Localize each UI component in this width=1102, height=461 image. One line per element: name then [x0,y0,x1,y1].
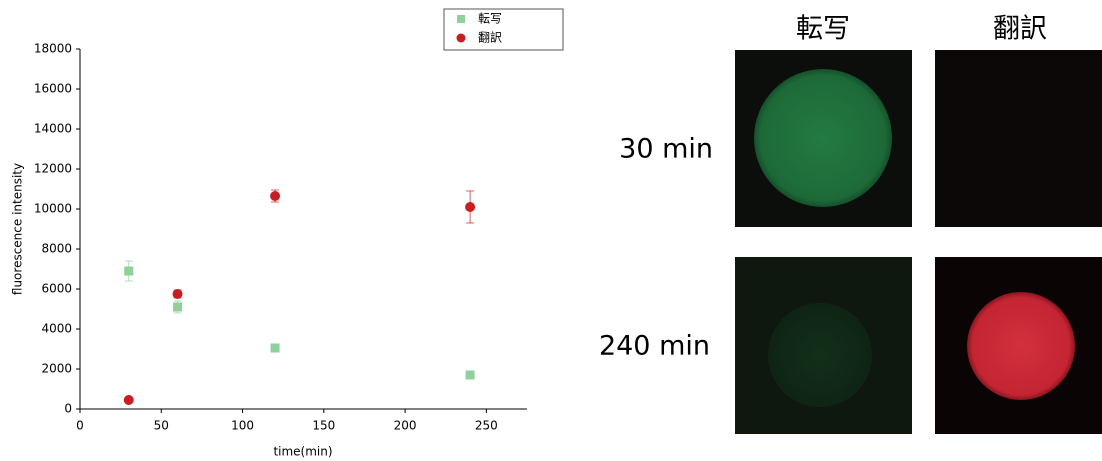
y-tick-label: 4000 [41,322,72,336]
point [270,343,280,353]
legend-marker [456,33,466,43]
x-tick-label: 100 [231,419,254,433]
x-axis-label: time(min) [273,445,332,459]
micrograph [935,50,1102,227]
y-tick-label: 18000 [34,42,72,56]
chart: time(min) fluorescence intensity 0200040… [11,8,564,459]
x-tick-label: 250 [475,419,498,433]
x-tick-label: 50 [154,419,169,433]
legend-label: 翻訳 [478,30,502,45]
point [124,266,134,276]
y-tick-label: 2000 [41,362,72,376]
point [465,370,475,380]
y-tick-label: 8000 [41,242,72,256]
legend-marker [457,15,465,23]
column-label: 転写 [796,14,850,45]
y-tick-label: 16000 [34,82,72,96]
x-tick-label: 150 [312,419,335,433]
point [172,289,183,299]
point [173,302,183,312]
legend-label: 転写 [478,12,502,26]
column-label: 翻訳 [993,14,1047,45]
row-label: 30 min [619,134,713,165]
point [123,395,134,405]
droplet [967,292,1075,400]
y-tick-label: 6000 [41,282,72,296]
point [465,202,476,212]
point [270,191,281,201]
y-tick-label: 12000 [34,162,72,176]
y-tick-label: 10000 [34,202,72,216]
droplet [768,303,872,407]
row-label: 240 min [599,331,710,362]
micrographs: 転写 翻訳 30 min 240 min [599,14,1102,434]
y-axis-label: fluorescence intensity [11,163,25,295]
y-tick-label: 14000 [34,122,72,136]
x-tick-label: 200 [394,419,417,433]
y-tick-label: 0 [64,402,72,416]
x-tick-label: 0 [76,419,84,433]
droplet [754,69,892,207]
